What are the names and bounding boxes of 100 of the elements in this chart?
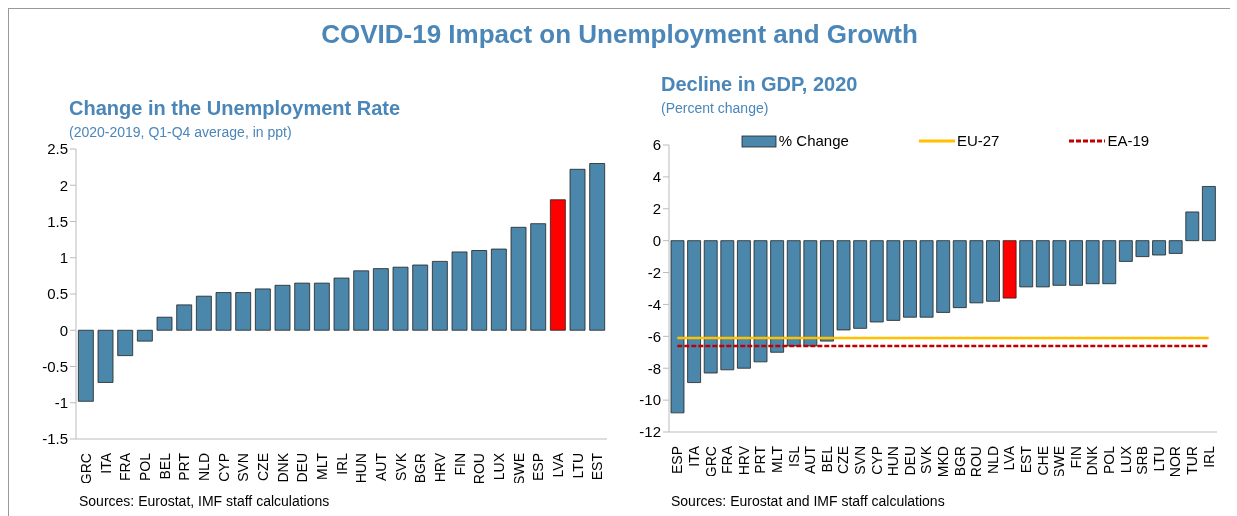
bar: [156, 316, 173, 331]
x-tick-label: ROU: [471, 453, 488, 485]
y-tick-label: 0.5: [47, 285, 68, 303]
bar: [412, 264, 429, 331]
y-tick-label: -0.5: [42, 357, 68, 375]
x-tick-label: EST: [1018, 445, 1035, 474]
legend-label: EA-19: [1106, 132, 1150, 149]
bar: [136, 329, 153, 342]
bar: [886, 240, 901, 321]
bar: [1102, 240, 1117, 285]
x-tick-label: GRC: [77, 453, 94, 485]
y-tick-label: -12: [639, 423, 661, 441]
x-tick-label: SVK: [392, 452, 409, 482]
x-tick-label: DEU: [901, 446, 918, 476]
bar: [235, 292, 252, 331]
y-tick-label: 0: [59, 321, 68, 339]
bar: [720, 240, 735, 371]
x-tick-label: PRT: [176, 452, 193, 481]
x-tick-label: DEU: [294, 453, 311, 483]
x-tick-label: HUN: [885, 446, 902, 477]
x-tick-label: ISL: [785, 445, 802, 468]
bar: [703, 240, 718, 374]
x-tick-label: LVA: [549, 452, 566, 478]
y-tick-label: 4: [652, 168, 661, 186]
x-tick-label: AUT: [372, 452, 389, 481]
chart-subtitle: (2020-2019, Q1-Q4 average, in ppt): [69, 124, 293, 140]
x-tick-label: DNK: [274, 452, 291, 483]
x-tick-label: FIN: [1067, 446, 1084, 469]
x-tick-label: SVN: [235, 453, 252, 482]
legend-label: % Change: [777, 132, 849, 149]
x-tick-label: ROU: [968, 446, 985, 478]
x-tick-label: LUX: [490, 452, 507, 481]
bar: [589, 163, 606, 331]
x-tick-label: PRT: [752, 445, 769, 474]
bar: [803, 240, 818, 347]
x-tick-label: LVA: [1001, 445, 1018, 471]
y-tick-label: 1.5: [47, 212, 68, 230]
chart-subtitle: (Percent change): [661, 100, 770, 116]
bar: [1085, 240, 1100, 285]
x-tick-label: HUN: [353, 453, 370, 484]
y-tick-label: 2: [59, 176, 68, 194]
x-tick-label: TUR: [1184, 446, 1201, 475]
y-tick-label: -4: [647, 295, 661, 313]
x-tick-label: MLT: [313, 452, 330, 480]
y-tick-label: -10: [639, 391, 661, 409]
bar: [117, 329, 134, 357]
bar: [530, 223, 547, 331]
y-tick-label: 6: [652, 136, 661, 154]
bar: [431, 260, 448, 331]
x-tick-label: ITA: [685, 445, 702, 467]
bar: [333, 277, 350, 331]
x-tick-label: BEL: [156, 452, 173, 480]
x-tick-label: AUT: [802, 445, 819, 474]
bar: [786, 240, 801, 347]
text: COVID-19 Impact on Unemployment and Growth: [320, 19, 919, 50]
chart-title: Change in the Unemployment Rate: [69, 97, 402, 120]
bar: [1002, 240, 1017, 299]
bar: [372, 268, 389, 331]
bar: [1019, 240, 1034, 288]
x-tick-label: POL: [136, 452, 153, 482]
bar: [569, 168, 586, 331]
x-tick-label: CHE: [1034, 446, 1051, 476]
chart-title: Decline in GDP, 2020: [661, 73, 859, 96]
bar: [353, 270, 370, 331]
bar: [1118, 240, 1133, 262]
bar: [215, 292, 232, 331]
bar: [1168, 240, 1183, 254]
bar: [451, 251, 468, 331]
bar: [820, 240, 834, 342]
x-tick-label: ESP: [669, 446, 686, 475]
bar: [869, 240, 884, 323]
x-tick-label: SRB: [1134, 446, 1151, 475]
bar: [471, 250, 488, 331]
bar: [274, 284, 291, 331]
x-tick-label: NLD: [984, 446, 1001, 475]
bar: [687, 240, 701, 383]
x-tick-label: NOR: [1167, 446, 1184, 478]
x-tick-label: CYP: [868, 446, 885, 475]
x-tick-label: GRC: [702, 446, 719, 478]
y-tick-label: -1.5: [42, 430, 68, 448]
bar: [986, 240, 1000, 302]
x-tick-label: LUX: [1117, 445, 1134, 474]
bar: [510, 226, 527, 331]
x-tick-label: SVN: [851, 446, 868, 475]
x-tick-label: LTU: [569, 453, 586, 479]
bar: [853, 240, 868, 329]
bar: [936, 240, 951, 313]
x-tick-label: BGR: [951, 446, 968, 477]
bar: [392, 266, 409, 331]
x-tick-label: FIN: [451, 453, 468, 476]
x-tick-label: ESP: [530, 453, 547, 482]
bar: [1185, 211, 1200, 242]
x-tick-label: FRA: [117, 452, 134, 481]
x-tick-label: HRV: [431, 452, 448, 483]
y-tick-label: 0: [652, 231, 661, 249]
x-tick-label: FRA: [719, 445, 736, 474]
bar: [670, 240, 685, 414]
bar: [254, 288, 271, 331]
bar: [77, 329, 94, 402]
bar: [1152, 240, 1166, 256]
